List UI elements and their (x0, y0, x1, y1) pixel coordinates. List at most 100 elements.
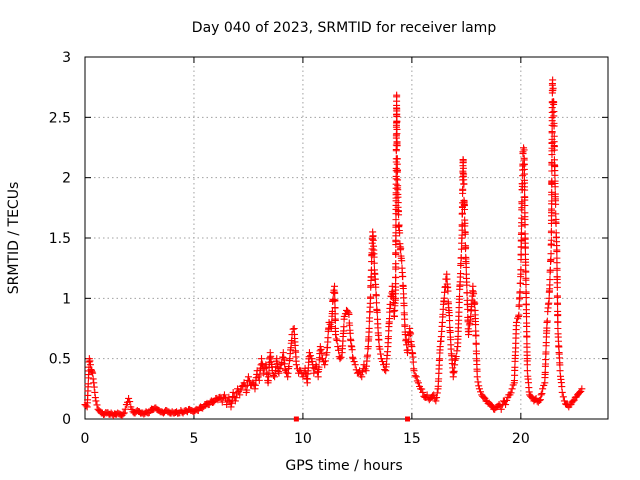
data-point (393, 125, 401, 133)
data-point (552, 200, 560, 208)
data-point (569, 397, 577, 405)
baseline-marker (293, 416, 299, 422)
data-point (459, 158, 467, 166)
data-point (365, 324, 373, 332)
y-tick-label: 1.5 (49, 231, 71, 247)
data-point (550, 122, 558, 130)
data-point (199, 404, 207, 412)
data-point (539, 385, 547, 393)
data-point (351, 361, 359, 369)
data-point (457, 270, 465, 278)
data-point (229, 388, 237, 396)
data-point (552, 219, 560, 227)
data-point (459, 186, 467, 194)
y-tick-label: 2 (62, 171, 71, 187)
data-point (474, 378, 482, 386)
data-point (409, 358, 417, 366)
data-point (370, 259, 378, 267)
data-point (518, 214, 526, 222)
data-point (553, 248, 561, 256)
data-point (520, 146, 528, 154)
y-tick-label: 0 (62, 412, 71, 428)
data-point (558, 383, 566, 391)
data-point (126, 398, 134, 406)
x-tick-label: 15 (403, 431, 421, 447)
data-point (463, 289, 471, 297)
data-point (376, 345, 384, 353)
data-point (345, 310, 353, 318)
data-point (370, 253, 378, 261)
data-point (550, 108, 558, 116)
data-point (231, 397, 239, 405)
data-point (520, 170, 528, 178)
data-point (547, 236, 555, 244)
data-point (317, 345, 325, 353)
data-point (244, 373, 252, 381)
data-point (450, 367, 458, 375)
data-point (408, 343, 416, 351)
data-point (237, 386, 245, 394)
data-point (393, 142, 401, 150)
data-point (412, 373, 420, 381)
data-point (462, 243, 470, 251)
data-point (337, 353, 345, 361)
x-tick-label: 0 (81, 431, 90, 447)
data-point (475, 382, 483, 390)
data-point (332, 331, 340, 339)
x-tick-label: 5 (189, 431, 198, 447)
data-point (503, 396, 511, 404)
data-point (358, 373, 366, 381)
data-point (232, 394, 240, 402)
data-point (522, 294, 530, 302)
data-point (307, 352, 315, 360)
data-point (392, 260, 400, 268)
data-point (210, 398, 218, 406)
data-point (554, 318, 562, 326)
data-point (419, 388, 427, 396)
data-point (460, 180, 468, 188)
data-point (250, 380, 258, 388)
data-point (507, 389, 515, 397)
data-point (517, 266, 525, 274)
data-point (456, 292, 464, 300)
data-point (461, 219, 469, 227)
data-point (92, 397, 100, 405)
data-point (410, 367, 418, 375)
data-point (321, 357, 329, 365)
data-point (521, 221, 529, 229)
data-point (411, 372, 419, 380)
x-tick-label: 10 (294, 431, 312, 447)
x-tick-label: 20 (512, 431, 530, 447)
data-point (399, 273, 407, 281)
data-point (344, 307, 352, 315)
data-point (246, 377, 254, 385)
data-point (554, 300, 562, 308)
data-point (331, 304, 339, 312)
data-point (289, 325, 297, 333)
data-point (396, 229, 404, 237)
y-tick-label: 1 (62, 291, 71, 307)
data-point (348, 346, 356, 354)
data-point (477, 388, 485, 396)
y-tick-label: 3 (62, 50, 71, 66)
data-point (535, 397, 543, 405)
data-point (404, 346, 412, 354)
data-point (335, 346, 343, 354)
data-point (377, 350, 385, 358)
data-point (315, 363, 323, 371)
data-point (497, 405, 505, 413)
data-point (332, 335, 340, 343)
data-point (461, 205, 469, 213)
data-point (350, 358, 358, 366)
data-point (546, 266, 554, 274)
data-point (373, 308, 381, 316)
data-point (392, 280, 400, 288)
data-point (542, 348, 550, 356)
data-point (393, 118, 401, 126)
data-point (120, 409, 128, 417)
data-point (82, 402, 90, 410)
y-tick-label: 0.5 (49, 352, 71, 368)
data-point (517, 229, 525, 237)
data-point (559, 393, 567, 401)
data-point (548, 188, 556, 196)
